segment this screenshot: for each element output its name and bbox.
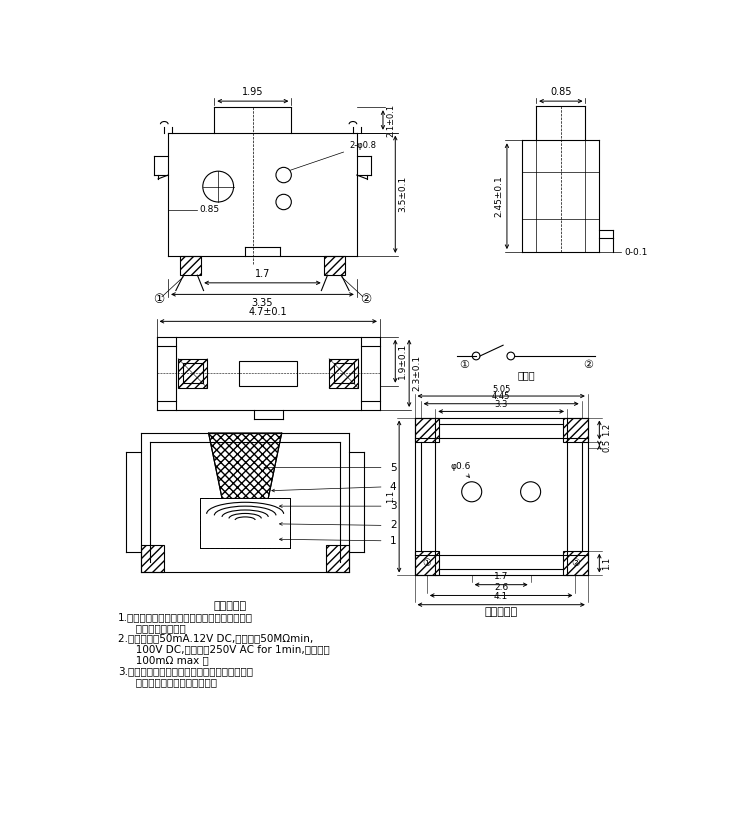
Text: 100mΩ max 。: 100mΩ max 。	[126, 655, 209, 665]
Text: 0.85: 0.85	[550, 87, 571, 97]
Text: 1.1: 1.1	[603, 556, 612, 569]
Text: ①: ①	[153, 293, 165, 306]
Text: 技术要求：: 技术要求：	[213, 601, 247, 611]
Text: 消除外力后，应能快速回位。: 消除外力后，应能快速回位。	[126, 676, 217, 687]
PathPatch shape	[209, 433, 282, 498]
Text: 3.3: 3.3	[495, 400, 508, 409]
Text: 观及性能等缺陷。: 观及性能等缺陷。	[126, 623, 186, 633]
Text: ②: ②	[583, 360, 593, 370]
Bar	[326, 545, 349, 572]
Text: 2-φ0.8: 2-φ0.8	[290, 141, 376, 170]
Text: 1.零部件表面光洁无划伤，水花，变形，影响外: 1.零部件表面光洁无划伤，水花，变形，影响外	[118, 612, 253, 622]
Text: 1.1: 1.1	[387, 490, 396, 503]
Text: 0.5: 0.5	[603, 439, 612, 452]
Text: 1.7: 1.7	[494, 572, 508, 581]
Text: ①: ①	[460, 360, 469, 370]
Text: 1.2: 1.2	[603, 423, 612, 436]
Bar	[563, 551, 588, 575]
Text: 2: 2	[390, 520, 396, 530]
Text: 3.35: 3.35	[252, 298, 273, 308]
Text: 2.3±0.1: 2.3±0.1	[412, 355, 421, 391]
Text: 安装参考图: 安装参考图	[484, 607, 518, 618]
Bar	[200, 498, 290, 548]
Text: 4.45: 4.45	[492, 392, 510, 401]
Bar	[180, 256, 201, 275]
Text: 5.05: 5.05	[492, 385, 510, 394]
Bar	[239, 361, 297, 386]
Text: 3.开关手感明显，档位清咰可靠，无卡滚现象，: 3.开关手感明显，档位清咰可靠，无卡滚现象，	[118, 666, 253, 676]
Text: 2.1±0.1: 2.1±0.1	[386, 104, 395, 136]
Text: 0-0.1: 0-0.1	[624, 248, 647, 257]
Bar	[200, 498, 290, 548]
Text: 4.1: 4.1	[494, 592, 508, 600]
Bar	[178, 359, 207, 388]
Text: 1.7: 1.7	[255, 269, 270, 279]
Text: 1: 1	[390, 536, 396, 546]
Text: 5: 5	[390, 462, 396, 473]
Text: 3: 3	[390, 501, 396, 511]
Bar	[323, 256, 345, 275]
Text: ②: ②	[361, 293, 372, 306]
Text: ①: ①	[422, 558, 431, 568]
Text: 1.95: 1.95	[242, 87, 264, 97]
Text: 3.5±0.1: 3.5±0.1	[399, 176, 408, 212]
Text: 2.额定电流：50mA.12V DC,绝缘电阶50MΩmin,: 2.额定电流：50mA.12V DC,绝缘电阶50MΩmin,	[118, 633, 314, 644]
Bar	[142, 545, 165, 572]
Text: 0.85: 0.85	[199, 205, 219, 214]
Text: 100V DC,介電強度250V AC for 1min,接觸電阻: 100V DC,介電強度250V AC for 1min,接觸電阻	[126, 645, 329, 654]
Bar	[334, 364, 354, 383]
Bar	[329, 359, 358, 388]
Text: φ0.6: φ0.6	[450, 462, 471, 477]
Text: 原理图: 原理图	[517, 370, 535, 380]
Text: 4: 4	[390, 482, 396, 492]
Bar	[563, 417, 588, 442]
Bar	[183, 364, 203, 383]
Text: 1.9±0.1: 1.9±0.1	[399, 343, 408, 379]
Bar	[414, 551, 439, 575]
Text: ②: ②	[571, 558, 580, 568]
Text: 4.7±0.1: 4.7±0.1	[249, 307, 288, 318]
Bar	[414, 417, 439, 442]
Text: 2.45±0.1: 2.45±0.1	[494, 176, 503, 217]
Text: 2.6: 2.6	[494, 583, 508, 592]
